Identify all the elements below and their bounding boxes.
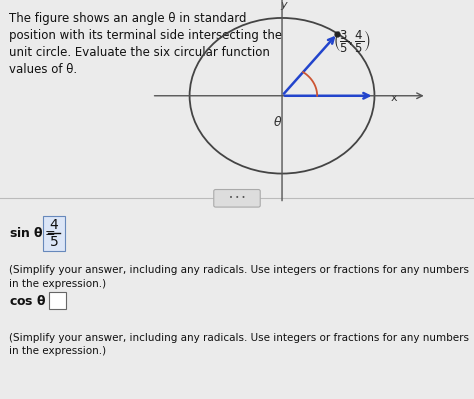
FancyBboxPatch shape: [214, 190, 260, 207]
Text: (Simplify your answer, including any radicals. Use integers or fractions for any: (Simplify your answer, including any rad…: [9, 265, 468, 288]
Text: 5: 5: [50, 235, 58, 249]
FancyBboxPatch shape: [49, 292, 66, 309]
Text: • • •: • • •: [229, 195, 245, 201]
Text: The figure shows an angle θ in standard
position with its terminal side intersec: The figure shows an angle θ in standard …: [9, 12, 282, 76]
FancyBboxPatch shape: [0, 198, 474, 399]
Text: (Simplify your answer, including any radicals. Use integers or fractions for any: (Simplify your answer, including any rad…: [9, 333, 468, 356]
FancyBboxPatch shape: [43, 216, 65, 251]
Text: $\left(\dfrac{3}{5},\dfrac{4}{5}\right)$: $\left(\dfrac{3}{5},\dfrac{4}{5}\right)$: [333, 28, 371, 54]
Text: $\mathbf{cos}\ \mathbf{\theta} =$: $\mathbf{cos}\ \mathbf{\theta} =$: [9, 294, 58, 308]
Text: y: y: [280, 0, 287, 10]
Text: x: x: [391, 93, 398, 103]
Text: $\mathbf{sin}\ \mathbf{\theta} =$: $\mathbf{sin}\ \mathbf{\theta} =$: [9, 226, 55, 241]
FancyBboxPatch shape: [0, 0, 474, 198]
Text: $\theta$: $\theta$: [273, 115, 282, 129]
Text: 4: 4: [50, 217, 58, 232]
